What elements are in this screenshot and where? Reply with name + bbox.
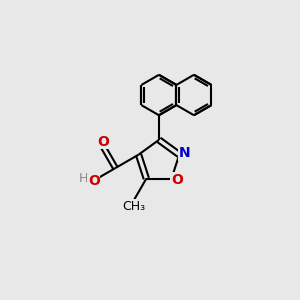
Text: H: H bbox=[79, 172, 88, 185]
Text: CH₃: CH₃ bbox=[122, 200, 145, 213]
Text: O: O bbox=[97, 135, 109, 148]
Text: O: O bbox=[171, 173, 183, 187]
Text: N: N bbox=[179, 146, 190, 160]
Text: O: O bbox=[88, 174, 100, 188]
